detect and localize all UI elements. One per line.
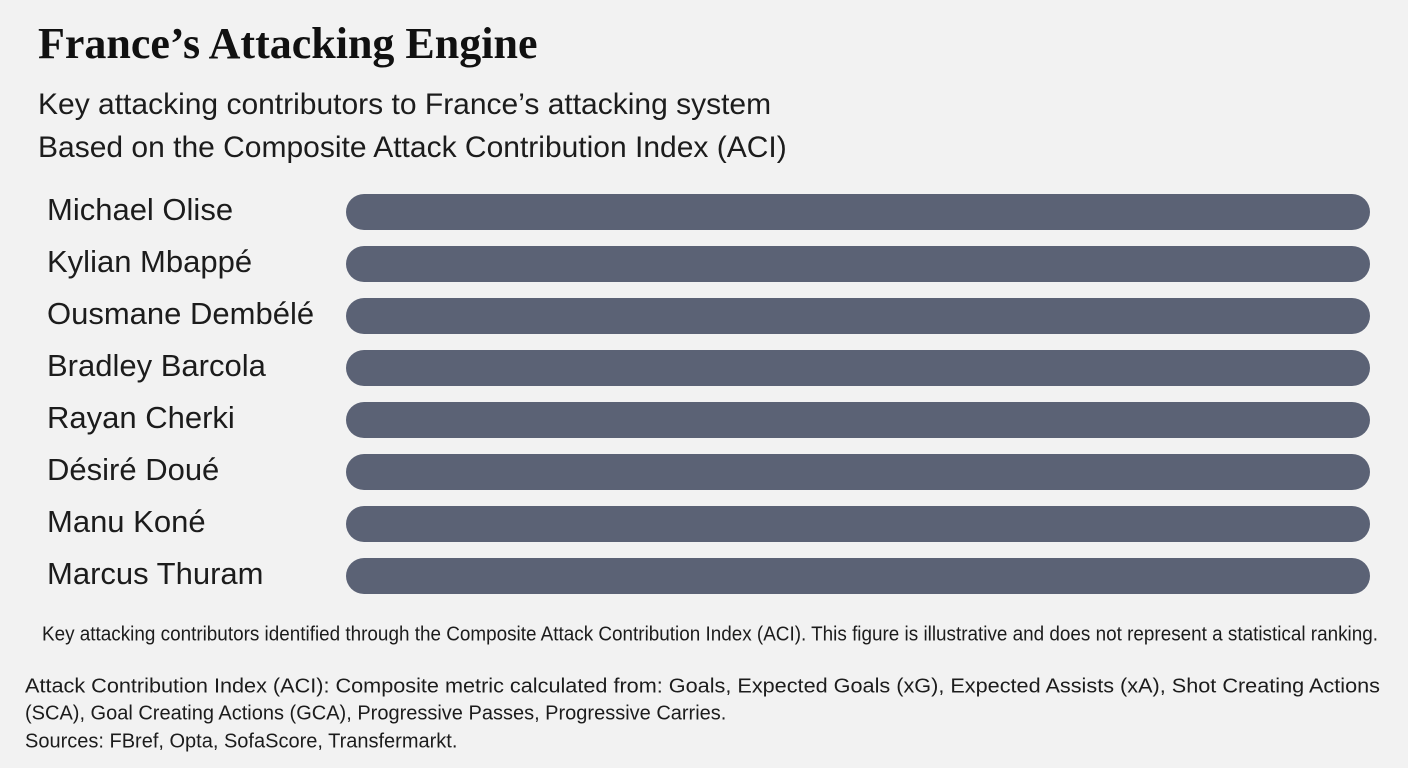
category-label: Kylian Mbappé: [47, 244, 252, 279]
bar: [346, 402, 1370, 438]
note: (SCA), Goal Creating Actions (GCA), Prog…: [25, 702, 726, 724]
bar: [346, 558, 1370, 594]
note: Attack Contribution Index (ACI): Composi…: [25, 675, 1380, 697]
bar: [346, 350, 1370, 386]
bar: [346, 454, 1370, 490]
category-label: Marcus Thuram: [47, 556, 264, 591]
chart-subtitle: Key attacking contributors to France’s a…: [38, 88, 771, 121]
note: Sources: FBref, Opta, SofaScore, Transfe…: [25, 730, 457, 752]
chart-title: France’s Attacking Engine: [38, 19, 537, 68]
bar: [346, 298, 1370, 334]
category-label: Manu Koné: [47, 504, 206, 539]
category-label: Désiré Doué: [47, 452, 219, 487]
footnote: Key attacking contributors identified th…: [42, 623, 1378, 645]
chart-subtitle: Based on the Composite Attack Contributi…: [38, 131, 787, 164]
category-label: Ousmane Dembélé: [47, 296, 314, 331]
category-label: Rayan Cherki: [47, 400, 235, 435]
bar: [346, 506, 1370, 542]
bar: [346, 194, 1370, 230]
category-label: Michael Olise: [47, 192, 233, 227]
bar: [346, 246, 1370, 282]
category-label: Bradley Barcola: [47, 348, 267, 383]
